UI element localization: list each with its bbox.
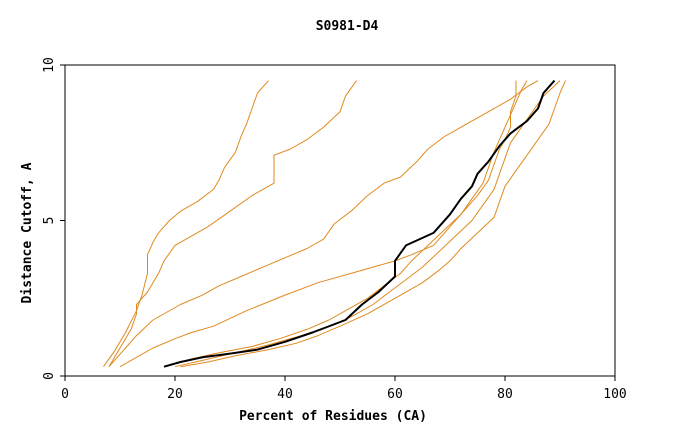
series-line-1 <box>103 80 269 367</box>
series-line-3 <box>119 80 517 368</box>
series-line-4 <box>108 80 539 368</box>
x-tick-label: 0 <box>61 387 69 402</box>
y-tick-label: 10 <box>42 57 57 73</box>
x-tick-label: 100 <box>603 387 626 402</box>
series-line-2 <box>108 80 357 367</box>
x-tick-label: 20 <box>167 387 183 402</box>
series-line-5 <box>180 80 566 368</box>
y-axis-label: Distance Cutoff, A <box>20 162 35 303</box>
y-tick-label: 0 <box>42 372 57 380</box>
y-tick-label: 5 <box>42 217 57 225</box>
x-tick-label: 40 <box>277 387 293 402</box>
series-line-highlight <box>163 79 556 368</box>
y-axis-ticks: 0 5 10 <box>42 57 65 380</box>
series-group <box>103 79 566 368</box>
x-tick-label: 60 <box>387 387 403 402</box>
x-tick-label: 80 <box>497 387 513 402</box>
series-line-6 <box>174 80 561 368</box>
x-axis-ticks: 0 20 40 60 80 100 <box>61 376 627 402</box>
series-line-7 <box>163 80 528 368</box>
x-axis-label: Percent of Residues (CA) <box>239 409 427 424</box>
chart-title: S0981-D4 <box>316 19 379 34</box>
